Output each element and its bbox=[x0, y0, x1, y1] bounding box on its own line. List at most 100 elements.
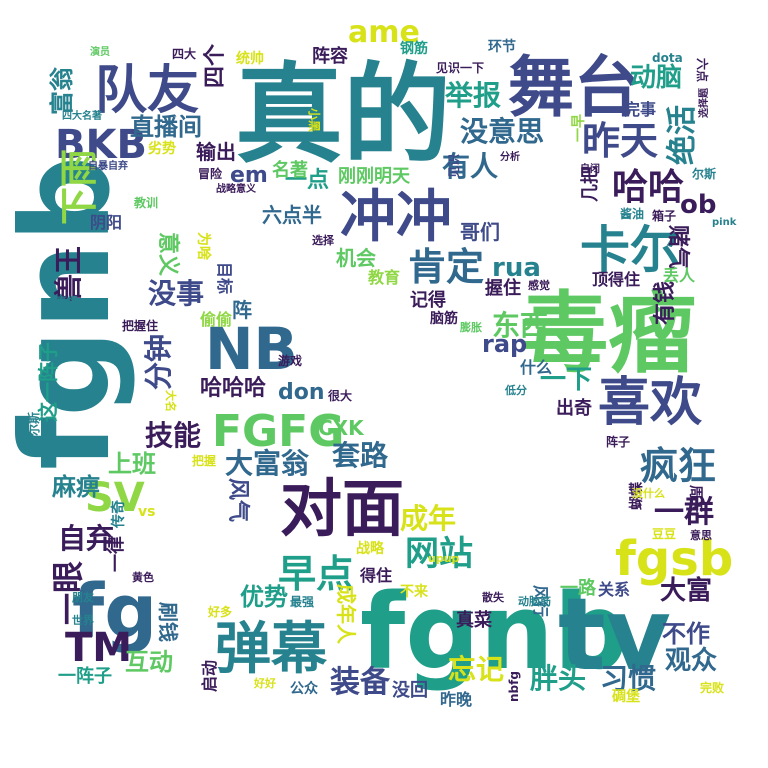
word: fgnb bbox=[360, 571, 629, 693]
word: 有钱 bbox=[653, 280, 678, 325]
word: 舞台 bbox=[508, 49, 640, 126]
word: 完败 bbox=[700, 681, 725, 695]
word: 最强 bbox=[290, 595, 315, 609]
word: 环节 bbox=[488, 39, 516, 55]
word: 把握 bbox=[192, 454, 217, 468]
word: 疯狂 bbox=[640, 444, 717, 488]
word: 队友 bbox=[95, 61, 200, 121]
word: pink bbox=[712, 217, 737, 228]
word: 成年 bbox=[400, 502, 457, 535]
word: 不作 bbox=[662, 620, 710, 648]
word: 昨天 bbox=[582, 119, 659, 163]
word: 富翁 bbox=[48, 67, 76, 115]
word: SV bbox=[85, 475, 145, 521]
word: 小黑 bbox=[307, 108, 321, 133]
word: 哈哈哈 bbox=[200, 376, 267, 401]
word: 有人 bbox=[442, 150, 499, 183]
word: 东西 bbox=[492, 309, 549, 342]
word: 刷钱 bbox=[156, 602, 180, 642]
word: TM bbox=[65, 625, 133, 671]
word: 演员 bbox=[90, 47, 110, 58]
word: 技能 bbox=[145, 419, 202, 452]
word: 真菜 bbox=[456, 610, 492, 631]
word: ame bbox=[348, 15, 420, 50]
word: 四大 bbox=[172, 47, 197, 61]
word: 完事 bbox=[624, 100, 657, 119]
word: 阵子 bbox=[606, 435, 631, 449]
word: 早点 bbox=[278, 552, 355, 596]
word: 传奇 bbox=[111, 500, 127, 528]
word: 肯定 bbox=[408, 245, 485, 289]
word: 黄色 bbox=[132, 571, 154, 584]
word: 六点 bbox=[695, 58, 709, 83]
word: 碉堡 bbox=[612, 689, 640, 705]
word: ob bbox=[680, 190, 717, 220]
word: 一路 bbox=[560, 578, 596, 599]
word: 好多 bbox=[208, 605, 233, 619]
word: 弹幕 bbox=[215, 617, 327, 682]
word: 感觉 bbox=[528, 279, 550, 292]
word: 酱油 bbox=[620, 207, 645, 221]
word: 记得 bbox=[410, 290, 446, 311]
word: 没什么 bbox=[632, 487, 665, 500]
word: 忘记 bbox=[448, 653, 505, 686]
word: 为啥 bbox=[195, 232, 211, 260]
word: 大富 bbox=[660, 576, 713, 606]
word: 四个 bbox=[203, 43, 228, 88]
word: 顶得住 bbox=[592, 270, 641, 289]
word: 哥们 bbox=[460, 220, 500, 244]
word: 一律 bbox=[106, 536, 127, 572]
word: NB bbox=[205, 315, 298, 383]
word: 教育 bbox=[368, 268, 401, 287]
word: 绝活 bbox=[665, 105, 700, 165]
word: 套路 bbox=[332, 439, 389, 472]
word: rua bbox=[492, 253, 541, 283]
word: 昨晚 bbox=[440, 690, 473, 709]
word: 哈哈 bbox=[612, 167, 685, 208]
word: em bbox=[230, 163, 268, 188]
word: CXK bbox=[318, 416, 364, 440]
word: 周天 bbox=[687, 485, 703, 513]
word: 一点 bbox=[285, 168, 330, 193]
word: 把握住 bbox=[122, 319, 159, 333]
word: 六点半 bbox=[262, 203, 322, 227]
word: 成年人 bbox=[334, 584, 358, 644]
word: 卡尔 bbox=[580, 221, 680, 279]
word: 上班 bbox=[108, 450, 156, 478]
word: 什么 bbox=[520, 358, 553, 377]
word: 麻痹 bbox=[52, 473, 100, 501]
word: 意义 bbox=[155, 232, 180, 277]
word: 风气 bbox=[225, 478, 250, 523]
word: 这一阵子 bbox=[36, 342, 60, 422]
word: 网站 bbox=[405, 534, 473, 574]
word: 装备 bbox=[330, 665, 390, 700]
word: 输出 bbox=[196, 140, 236, 164]
word: 启动 bbox=[200, 659, 219, 692]
word: 兽王 bbox=[52, 245, 85, 302]
word: 刚刚明天 bbox=[338, 166, 410, 187]
word: 机会 bbox=[336, 246, 376, 270]
word: 举报 bbox=[445, 79, 502, 112]
word: 公众 bbox=[290, 681, 318, 697]
word: 习惯 bbox=[600, 662, 657, 695]
word: dota bbox=[652, 51, 683, 65]
word: 低分 bbox=[505, 384, 527, 397]
word: 见识 bbox=[447, 153, 461, 178]
word: 阴阳 bbox=[90, 213, 123, 232]
word: 见识一下 bbox=[436, 61, 485, 75]
word: don bbox=[278, 380, 325, 405]
word: 选择题 bbox=[699, 88, 710, 118]
word: 一群 bbox=[654, 495, 714, 530]
word: 互动 bbox=[125, 648, 173, 676]
word: 钢筋 bbox=[400, 41, 428, 57]
word: 关系 bbox=[598, 580, 631, 599]
word: 赌气 bbox=[665, 225, 690, 270]
word: 得住 bbox=[360, 566, 393, 585]
word: 一下 bbox=[540, 365, 593, 395]
word: 劣势 bbox=[148, 141, 176, 157]
word: rap bbox=[482, 330, 528, 358]
word: 四大名著 bbox=[62, 111, 102, 122]
word: 选择 bbox=[312, 234, 334, 247]
word: 观众 bbox=[665, 646, 718, 676]
word: vs bbox=[138, 504, 156, 520]
